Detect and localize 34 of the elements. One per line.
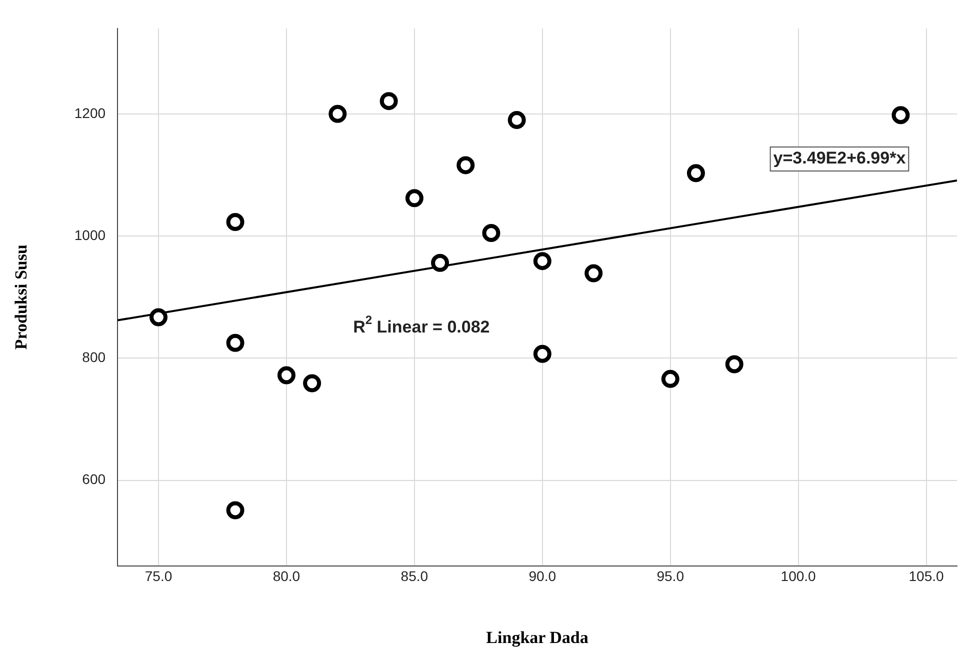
point: [380, 92, 398, 110]
point: [533, 252, 552, 270]
point: [149, 308, 168, 326]
point: [277, 366, 296, 384]
point: [303, 374, 322, 392]
point: [686, 164, 705, 182]
x-tick-label: 80.0: [272, 568, 300, 584]
y-tick-label: 800: [82, 349, 106, 366]
point: [482, 224, 500, 242]
x-axis-title: Lingkar Dada: [486, 628, 589, 648]
x-tick-label: 100.0: [780, 568, 816, 584]
x-tick-label: 85.0: [400, 568, 428, 584]
point: [508, 111, 526, 130]
point: [226, 334, 244, 352]
x-tick-label: 90.0: [528, 568, 556, 584]
x-tick-label: 95.0: [656, 568, 684, 584]
point: [405, 189, 424, 208]
point: [328, 104, 347, 123]
point: [431, 254, 450, 272]
y-tick-label: 1200: [74, 104, 106, 121]
x-tick-label: 75.0: [144, 568, 172, 584]
point: [226, 212, 244, 231]
y-tick-label: 600: [82, 471, 106, 488]
y-axis-title: Produksi Susu: [12, 244, 31, 350]
x-tick-label: 105.0: [908, 568, 944, 584]
point: [456, 156, 475, 174]
point: [226, 501, 244, 520]
point: [892, 106, 910, 124]
annotation: y=3.49E2+6.99*x: [773, 148, 906, 168]
point: [725, 355, 744, 374]
point: [661, 370, 680, 388]
point: [584, 264, 603, 282]
point: [533, 344, 552, 363]
y-tick-label: 1000: [74, 226, 106, 243]
